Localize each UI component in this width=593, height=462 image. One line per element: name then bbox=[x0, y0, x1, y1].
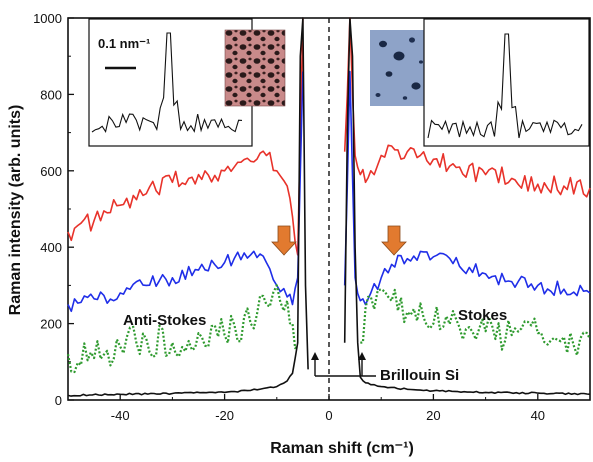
left-inset-trace bbox=[91, 32, 243, 134]
series-3-anti-stokes-line bbox=[67, 17, 309, 397]
series-3-stokes-line bbox=[343, 17, 591, 396]
x-ticks: -40 -20 0 20 40 bbox=[67, 394, 591, 423]
y-tick-label: 600 bbox=[40, 164, 62, 179]
right-orange-arrow bbox=[381, 225, 407, 256]
series-layer bbox=[66, 17, 591, 397]
brillouin-label: Brillouin Si bbox=[380, 367, 459, 384]
y-tick-label: 1000 bbox=[33, 11, 62, 26]
x-tick-label: 20 bbox=[426, 408, 440, 423]
y-tick-label: 0 bbox=[55, 393, 62, 408]
blue-micrograph-image bbox=[370, 30, 427, 106]
right-inset-trace bbox=[427, 33, 583, 139]
y-tick-label: 800 bbox=[40, 87, 62, 102]
series-2-anti-stokes-line bbox=[66, 284, 299, 374]
x-tick-label: -20 bbox=[215, 408, 234, 423]
y-tick-label: 200 bbox=[40, 317, 62, 332]
right-inset bbox=[423, 18, 590, 147]
left-orange-arrow bbox=[271, 225, 297, 256]
y-ticks: 0 200 400 600 800 1000 bbox=[33, 11, 74, 408]
x-tick-label: 0 bbox=[325, 408, 332, 423]
y-tick-label: 400 bbox=[40, 240, 62, 255]
scale-bar-label: 0.1 nm⁻¹ bbox=[98, 36, 150, 51]
x-axis-title: Raman shift (cm⁻¹) bbox=[270, 440, 414, 457]
anti-stokes-label: Anti-Stokes bbox=[123, 312, 206, 329]
x-tick-label: -40 bbox=[111, 408, 130, 423]
brillouin-markers bbox=[311, 352, 376, 377]
series-0-anti-stokes-line bbox=[67, 17, 304, 256]
right-inset-frame bbox=[423, 18, 590, 147]
series-0-stokes-line bbox=[343, 17, 591, 198]
x-tick-label: 40 bbox=[531, 408, 545, 423]
pink-micrograph-image bbox=[224, 29, 286, 107]
series-1-stokes-line bbox=[343, 70, 591, 306]
stokes-label: Stokes bbox=[458, 307, 507, 324]
series-1-anti-stokes-line bbox=[67, 71, 304, 313]
y-axis-title: Raman intensity (arb. units) bbox=[7, 105, 24, 316]
